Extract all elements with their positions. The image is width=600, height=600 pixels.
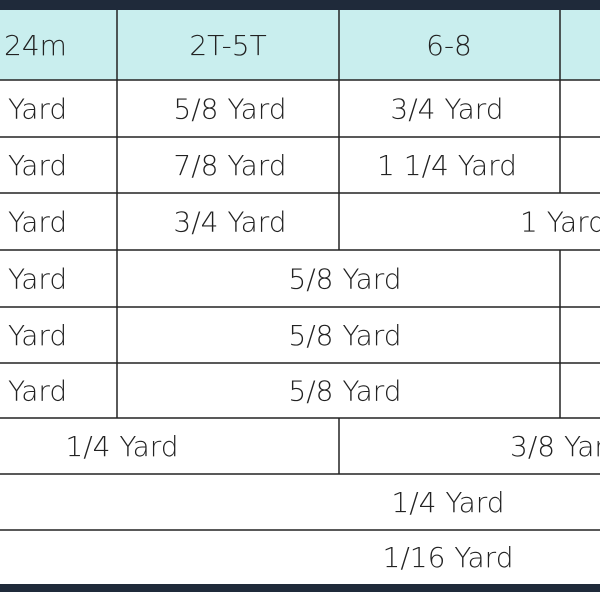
table-cell: Yard <box>8 149 67 182</box>
table-cell: 5/8 Yard <box>288 375 401 408</box>
table-cell: 3/4 Yard <box>173 206 286 239</box>
table-cell: 3/8 Yard <box>510 430 600 463</box>
bottom-margin <box>0 592 600 600</box>
header-cell: 24m <box>4 29 67 62</box>
top-border <box>0 0 600 10</box>
table-cell: Yard <box>8 206 67 239</box>
table-cell: 5/8 Yard <box>288 319 401 352</box>
table-cell: 5/8 Yard <box>173 93 286 126</box>
table-cell: Yard <box>8 375 67 408</box>
table-cell: Yard <box>8 263 67 296</box>
table-cell: 1/4 Yard <box>391 486 504 519</box>
table-cell: 5/8 Yard <box>288 263 401 296</box>
header-cell: 2T-5T <box>189 29 266 62</box>
table-cell: 3/4 Yard <box>390 93 503 126</box>
table-cell: 7/8 Yard <box>173 149 286 182</box>
table-cell: 1/4 Yard <box>65 430 178 463</box>
table-cell: Yard <box>8 93 67 126</box>
table-cell: 1 Yard <box>520 206 600 239</box>
table-cell: 1/16 Yard <box>383 541 514 574</box>
header-cell: 6-8 <box>426 29 472 62</box>
table-cell: 1 1/4 Yard <box>377 149 517 182</box>
table-cell: Yard <box>8 319 67 352</box>
header-row <box>0 10 600 80</box>
